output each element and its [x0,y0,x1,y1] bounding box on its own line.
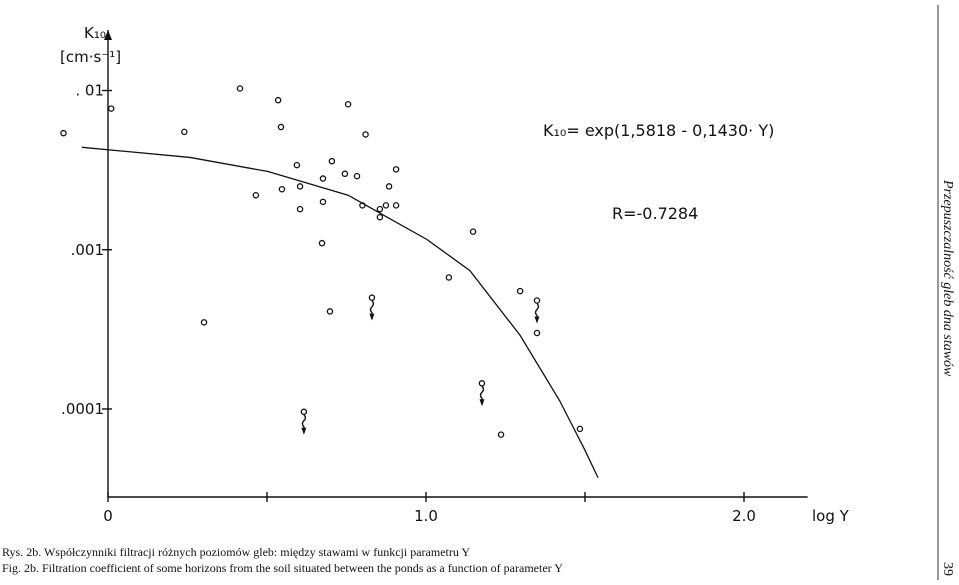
point [376,214,384,221]
x-tick-label: 1.0 [414,507,438,525]
x-axis-label: log Y [812,507,850,525]
point [200,319,208,326]
point [385,183,393,190]
caption-english: Fig. 2b. Filtration coefficient of some … [2,561,563,575]
point [296,183,304,190]
equation: K₁₀= exp(1,5818 - 0,1430· Y) [543,121,774,140]
point [60,129,67,137]
point [296,205,304,213]
upper-bound-arrow [479,385,485,405]
plot: . 01 .001 .0001 0 1.0 2.0 [60,30,808,525]
point [445,274,453,281]
point [341,170,349,178]
point [359,202,366,209]
y-axis-label: K₁₀ [84,24,106,42]
point [318,239,326,247]
y-axis-unit: [cm·s⁻¹] [60,48,121,66]
point [376,205,384,213]
y-tick-label: .0001 [61,400,104,418]
upper-bound-point [368,294,376,301]
point [469,228,477,235]
upper-bound-point [533,297,541,304]
fit-curve [81,146,599,479]
upper-bound-arrow [369,300,375,319]
point [319,198,327,206]
upper-bound-arrowhead [479,399,485,407]
point [353,172,361,180]
upper-bound-point [478,380,486,387]
point [392,202,400,209]
upper-bound-arrow [534,303,540,322]
point [328,157,336,165]
correlation: R=-0.7284 [612,204,698,223]
point [236,85,244,92]
point [392,166,400,173]
point [274,96,282,104]
point [181,128,188,136]
page-number: 39 [940,562,955,576]
point [278,185,286,193]
y-tick-label: . 01 [75,82,104,100]
point [382,202,390,209]
point [319,175,327,182]
point [277,123,285,131]
upper-bound-point [300,408,308,416]
point [576,425,584,433]
y-tick-label: .001 [71,241,104,259]
upper-bound-arrow [301,414,307,433]
caption-polish: Rys. 2b. Współczynniki filtracji różnych… [2,545,470,559]
y-axis-arrow [104,30,112,40]
running-head: Przepuszczalność gleb dna stawów [940,179,955,377]
point [516,287,524,295]
point [293,161,301,169]
upper-bound-arrowhead [301,427,307,435]
point [344,101,352,108]
x-tick-label: 0 [103,507,113,525]
point [252,191,260,199]
upper-bound-arrowhead [369,313,375,321]
point [533,329,541,337]
point [362,131,369,138]
point [497,431,505,438]
x-tick-label: 2.0 [732,507,756,525]
point [326,308,334,315]
upper-bound-arrowhead [534,316,540,324]
point [107,105,115,112]
